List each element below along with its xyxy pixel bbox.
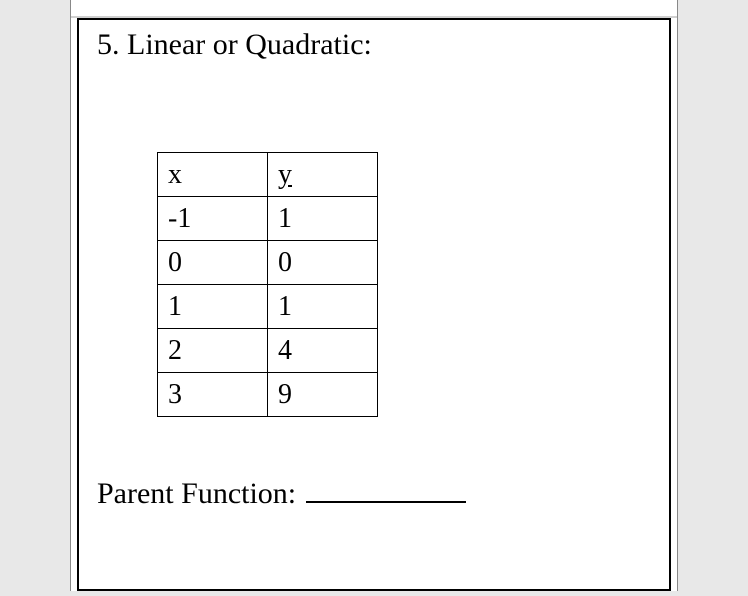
- col-header-y: y: [268, 153, 378, 197]
- table-cell: 0: [268, 241, 378, 285]
- table-header-row: x y: [158, 153, 378, 197]
- page-container: 5. Linear or Quadratic: x y -1 1 0 0 1 1…: [70, 0, 678, 591]
- table-cell: 4: [268, 329, 378, 373]
- table-row: 2 4: [158, 329, 378, 373]
- question-prompt: Linear or Quadratic:: [127, 28, 372, 61]
- question-cell: 5. Linear or Quadratic: x y -1 1 0 0 1 1…: [77, 18, 671, 591]
- table-cell: 3: [158, 373, 268, 417]
- table-cell: 2: [158, 329, 268, 373]
- answer-blank[interactable]: [306, 479, 466, 503]
- table-cell: 1: [268, 285, 378, 329]
- parent-function-label: Parent Function:: [97, 477, 296, 511]
- table-row: -1 1: [158, 197, 378, 241]
- parent-function-row: Parent Function:: [97, 477, 651, 511]
- table-cell: -1: [158, 197, 268, 241]
- table-cell: 1: [268, 197, 378, 241]
- table-row: 0 0: [158, 241, 378, 285]
- table-cell: 0: [158, 241, 268, 285]
- table-row: 3 9: [158, 373, 378, 417]
- question-title: 5. Linear or Quadratic:: [97, 28, 651, 62]
- xy-table: x y -1 1 0 0 1 1 2 4 3 9: [157, 152, 378, 417]
- table-cell: 1: [158, 285, 268, 329]
- table-cell: 9: [268, 373, 378, 417]
- question-number: 5.: [97, 28, 120, 61]
- col-header-x: x: [158, 153, 268, 197]
- table-row: 1 1: [158, 285, 378, 329]
